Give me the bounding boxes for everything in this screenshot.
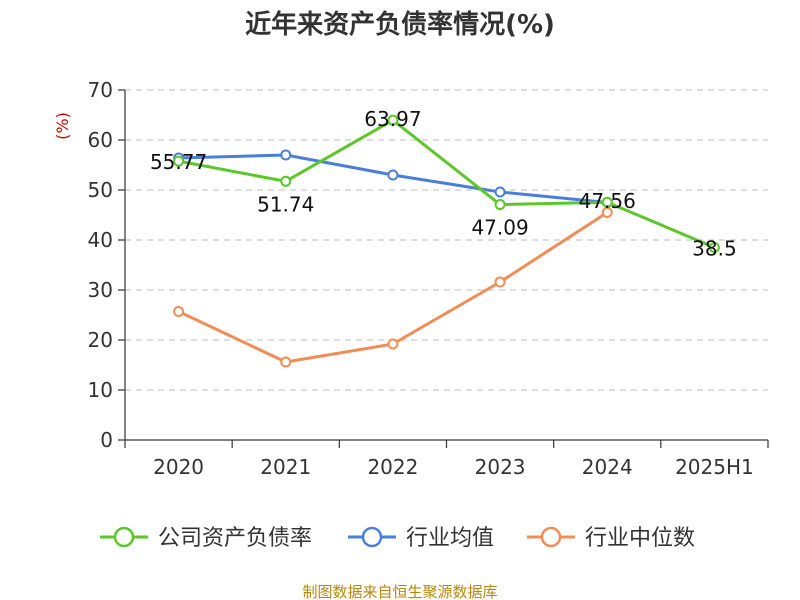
data-point[interactable] bbox=[387, 338, 399, 350]
x-tick-label: 2021 bbox=[260, 455, 311, 479]
y-tick-label: 10 bbox=[88, 378, 113, 402]
axes: 0 10 20 30 40 50 60 70 2020 2021 2022 2023 2024 2025H… bbox=[88, 78, 769, 479]
y-tick-label: 0 bbox=[100, 428, 113, 452]
legend-marker-icon bbox=[540, 526, 562, 548]
legend-label: 行业均值 bbox=[406, 526, 494, 551]
y-tick-label: 60 bbox=[88, 128, 113, 152]
series-layer bbox=[173, 114, 720, 368]
legend-label: 行业中位数 bbox=[585, 526, 695, 551]
y-tick-label: 70 bbox=[88, 78, 113, 102]
x-tick-label: 2020 bbox=[153, 455, 204, 479]
grid bbox=[125, 89, 768, 391]
legend-item[interactable]: 公司资产负债率 bbox=[100, 526, 312, 551]
x-tick-label: 2023 bbox=[475, 455, 526, 479]
data-point[interactable] bbox=[280, 356, 292, 368]
data-label: 47.56 bbox=[579, 189, 636, 213]
x-tick-label: 2022 bbox=[367, 455, 418, 479]
data-label: 63.97 bbox=[364, 107, 421, 131]
data-labels: 55.77 51.74 63.97 47.09 47.56 38.5 bbox=[150, 107, 737, 260]
data-point[interactable] bbox=[387, 169, 399, 181]
x-tick-label: 2025H1 bbox=[675, 455, 754, 479]
data-point[interactable] bbox=[601, 196, 613, 208]
data-label: 51.74 bbox=[257, 192, 314, 216]
series-line bbox=[178, 118, 716, 249]
legend-item[interactable]: 行业均值 bbox=[348, 526, 494, 551]
data-point[interactable] bbox=[708, 242, 720, 253]
source-note: 制图数据来自恒生聚源数据库 bbox=[302, 583, 497, 600]
x-tick-label: 2024 bbox=[582, 455, 633, 479]
data-point[interactable] bbox=[494, 186, 506, 198]
data-point[interactable] bbox=[280, 175, 292, 187]
y-tick-label: 40 bbox=[88, 228, 113, 252]
data-label: 47.09 bbox=[471, 216, 528, 240]
data-point[interactable] bbox=[280, 149, 292, 161]
data-label: 38.5 bbox=[692, 237, 737, 261]
legend[interactable]: 公司资产负债率 行业均值 行业中位数 bbox=[100, 526, 695, 551]
data-label: 55.77 bbox=[150, 150, 207, 174]
data-point[interactable] bbox=[494, 276, 506, 288]
data-point[interactable] bbox=[494, 199, 506, 211]
y-axis-unit: (%) bbox=[53, 112, 72, 140]
y-tick-label: 20 bbox=[88, 328, 113, 352]
data-point[interactable] bbox=[173, 306, 185, 317]
y-tick-label: 50 bbox=[88, 178, 113, 202]
chart-title: 近年来资产负债率情况(%) bbox=[245, 9, 555, 40]
legend-marker-icon bbox=[361, 526, 383, 548]
legend-marker-icon bbox=[113, 526, 135, 548]
legend-item[interactable]: 行业中位数 bbox=[527, 526, 695, 551]
data-point[interactable] bbox=[387, 114, 399, 126]
data-point[interactable] bbox=[173, 155, 185, 167]
y-tick-label: 30 bbox=[88, 278, 113, 302]
legend-label: 公司资产负债率 bbox=[158, 526, 312, 551]
